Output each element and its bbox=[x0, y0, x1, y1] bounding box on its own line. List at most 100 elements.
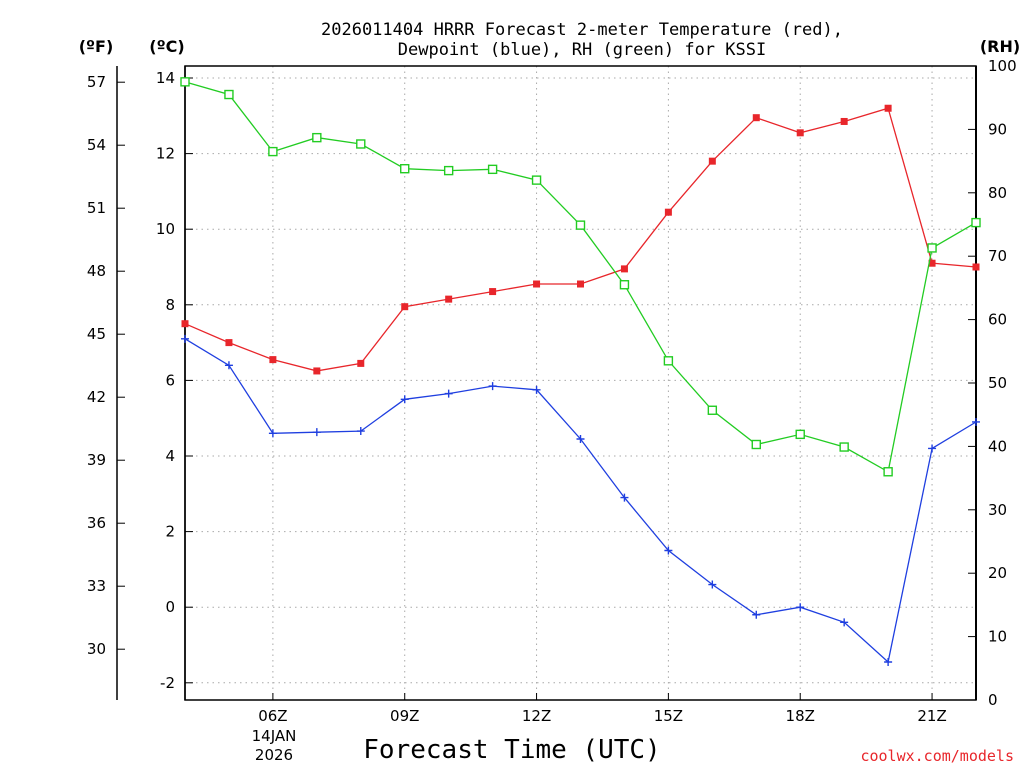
temperature-point bbox=[708, 157, 716, 165]
x-tick-label: 21Z bbox=[917, 707, 946, 725]
rh-tick-label: 40 bbox=[988, 437, 1007, 455]
rh-unit-label: (RH) bbox=[980, 37, 1020, 56]
rh-point bbox=[927, 243, 937, 253]
temperature-point bbox=[313, 367, 321, 375]
rh-point bbox=[312, 132, 322, 143]
rh-point bbox=[751, 439, 761, 450]
rh-point bbox=[443, 165, 454, 176]
dewpoint-point bbox=[312, 428, 321, 437]
date-label-day: 14JAN bbox=[252, 727, 297, 745]
temperature-point bbox=[620, 265, 628, 273]
dewpoint-point bbox=[532, 385, 541, 394]
rh-point bbox=[707, 405, 718, 415]
temperature-point bbox=[269, 356, 277, 364]
dewpoint-point bbox=[708, 580, 717, 589]
fahrenheit-tick-label: 57 bbox=[87, 73, 106, 91]
temperature-point bbox=[445, 295, 453, 303]
temperature-point bbox=[664, 208, 672, 216]
rh-point bbox=[795, 429, 805, 440]
x-tick-label: 12Z bbox=[522, 707, 551, 725]
dewpoint-point bbox=[928, 444, 937, 453]
rh-point bbox=[487, 164, 498, 175]
fahrenheit-tick-label: 42 bbox=[87, 388, 106, 406]
rh-tick-label: 90 bbox=[988, 120, 1007, 138]
temperature-point bbox=[489, 288, 497, 296]
dewpoint-line bbox=[184, 338, 977, 664]
source-watermark: coolwx.com/models bbox=[860, 747, 1014, 765]
rh-tick-label: 30 bbox=[988, 501, 1007, 519]
temperature-point bbox=[401, 303, 409, 311]
celsius-tick-label: 14 bbox=[156, 69, 175, 87]
celsius-tick-label: 10 bbox=[156, 220, 175, 238]
rh-point bbox=[663, 356, 674, 366]
celsius-tick-label: 6 bbox=[165, 371, 175, 389]
rh-point bbox=[839, 442, 849, 452]
dewpoint-point bbox=[224, 361, 233, 370]
plot-frame bbox=[184, 65, 977, 701]
temperature-point bbox=[225, 339, 233, 347]
celsius-tick-label: 2 bbox=[165, 523, 175, 541]
rh-point bbox=[531, 175, 542, 185]
temperature-point bbox=[796, 129, 804, 137]
fahrenheit-tick-label: 33 bbox=[87, 577, 106, 595]
dewpoint-point bbox=[840, 618, 849, 627]
x-tick-label: 18Z bbox=[786, 707, 815, 725]
dewpoint-point bbox=[664, 546, 673, 555]
rh-point bbox=[971, 217, 981, 228]
temperature-point bbox=[840, 117, 848, 125]
x-tick-label: 06Z bbox=[258, 707, 287, 725]
x-tick-label: 15Z bbox=[654, 707, 683, 725]
rh-tick-label: 60 bbox=[988, 311, 1007, 329]
fahrenheit-tick-label: 45 bbox=[87, 325, 106, 343]
dewpoint-point bbox=[752, 610, 761, 619]
temperature-point bbox=[972, 263, 980, 271]
dewpoint-point bbox=[181, 334, 189, 343]
x-axis-label: Forecast Time (UTC) bbox=[363, 735, 660, 765]
rh-point bbox=[619, 280, 630, 290]
dewpoint-point bbox=[620, 493, 629, 502]
rh-tick-label: 10 bbox=[988, 628, 1007, 646]
fahrenheit-tick-label: 36 bbox=[87, 514, 106, 532]
rh-point bbox=[268, 146, 278, 157]
dewpoint-point bbox=[576, 434, 585, 443]
fahrenheit-tick-label: 39 bbox=[87, 451, 106, 469]
rh-tick-label: 70 bbox=[988, 247, 1007, 265]
temperature-point bbox=[928, 259, 936, 267]
rh-tick-label: 100 bbox=[988, 57, 1017, 75]
rh-point bbox=[575, 220, 586, 230]
temperature-point bbox=[752, 114, 760, 122]
rh-point bbox=[224, 89, 234, 100]
dewpoint-point bbox=[268, 429, 277, 438]
dewpoint-point bbox=[444, 389, 453, 398]
temperature-point bbox=[577, 280, 584, 288]
rh-tick-label: 80 bbox=[988, 184, 1007, 202]
chart-title-line-1: 2026011404 HRRR Forecast 2-meter Tempera… bbox=[321, 20, 843, 40]
temperature-point bbox=[533, 280, 541, 288]
temperature-point bbox=[181, 320, 189, 328]
rh-point bbox=[356, 139, 366, 149]
dewpoint-point bbox=[488, 382, 497, 391]
fahrenheit-tick-label: 54 bbox=[87, 136, 106, 154]
fahrenheit-unit-label: (ºF) bbox=[79, 37, 114, 56]
dewpoint-point bbox=[356, 427, 365, 436]
celsius-tick-label: 4 bbox=[165, 447, 175, 465]
dewpoint-point bbox=[796, 603, 805, 612]
celsius-tick-label: 0 bbox=[165, 598, 175, 616]
x-tick-label: 09Z bbox=[390, 707, 419, 725]
fahrenheit-tick-label: 51 bbox=[87, 199, 106, 217]
chart-title-line-2: Dewpoint (blue), RH (green) for KSSI bbox=[398, 40, 766, 60]
celsius-unit-label: (ºC) bbox=[149, 37, 184, 56]
temperature-line bbox=[184, 107, 977, 372]
fahrenheit-tick-label: 30 bbox=[87, 640, 106, 658]
data-series bbox=[180, 77, 981, 667]
axis-ticks: 06Z 09Z 12Z 15Z 18Z 21Z14121086420-2575451484… bbox=[87, 57, 1017, 725]
temperature-point bbox=[357, 359, 365, 367]
fahrenheit-tick-label: 48 bbox=[87, 262, 106, 280]
celsius-tick-label: 8 bbox=[165, 296, 175, 314]
temperature-point bbox=[884, 104, 892, 112]
rh-point bbox=[400, 164, 410, 174]
dewpoint-point bbox=[972, 417, 980, 426]
rh-tick-label: 0 bbox=[988, 691, 998, 709]
grid-lines bbox=[185, 66, 976, 700]
